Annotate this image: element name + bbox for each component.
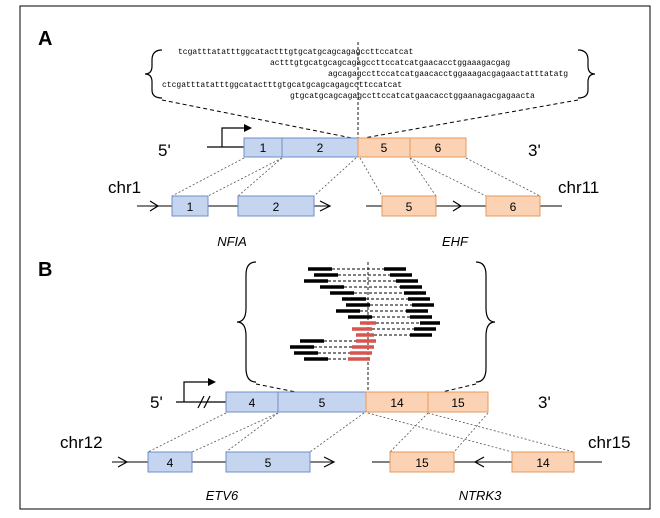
strand-arrow (323, 456, 336, 468)
panel-b-label: B (38, 259, 52, 281)
strand-arrow (319, 200, 332, 212)
exon-label: 2 (273, 200, 280, 214)
sequence-read: tcgatttatatttggcatactttgtgcatgcagcagagcc… (178, 48, 413, 57)
mapping-line-a (465, 157, 541, 197)
sequence-read: ctcgatttatatttggcatactttgtgcatgcagcagagc… (162, 81, 402, 90)
chr-label-left-a: chr1 (108, 178, 141, 197)
mapping-line-b (427, 412, 575, 453)
brace-left-a (144, 49, 163, 99)
gene-exon-ehf-6 (485, 195, 541, 217)
paired-reads (290, 267, 440, 361)
exon-label: 5 (319, 396, 326, 410)
exon-label: 5 (265, 456, 272, 470)
gene-exon-etv6-4 (147, 451, 193, 473)
exon-label: 15 (451, 396, 465, 410)
strand-arrow (452, 200, 463, 212)
funnel-line-a (161, 99, 353, 139)
exon-label: 15 (415, 456, 429, 470)
brace-left-b (236, 261, 257, 383)
gene-exon-etv6-5 (225, 451, 311, 473)
gene-name-ntrk3: NTRK3 (459, 488, 502, 503)
five-prime-label: 5' (150, 393, 163, 412)
gene-exon-nfia-1 (171, 195, 209, 217)
chr-label-right-a: chr11 (558, 178, 599, 197)
fusion-exon-ntrk3-15 (427, 391, 489, 413)
brace-right-b (475, 261, 496, 383)
exon-label: 5 (406, 200, 413, 214)
three-prime-label: 3' (528, 141, 541, 160)
exon-label: 6 (510, 200, 517, 214)
exon-label: 5 (381, 141, 388, 155)
panel-a-label: A (38, 28, 52, 50)
gene-exon-ntrk3-14 (511, 451, 575, 473)
chr-label-right-b: chr15 (588, 433, 631, 452)
mapping-line-b (389, 412, 429, 453)
exon-label: 14 (390, 396, 404, 410)
exon-label: 6 (435, 141, 442, 155)
gene-exon-nfia-2 (237, 195, 315, 217)
mapping-line-a (359, 157, 383, 197)
mapping-line-b (367, 412, 513, 453)
exon-label: 14 (536, 456, 550, 470)
exon-label: 2 (317, 141, 324, 155)
gene-name-ehf: EHF (442, 234, 469, 249)
chr-label-left-b: chr12 (60, 433, 103, 452)
gene-name-etv6: ETV6 (206, 488, 239, 503)
gene-exon-ehf-5 (381, 195, 437, 217)
mapping-line-b (309, 412, 365, 453)
mapping-line-b (225, 412, 279, 453)
exon-label: 4 (167, 456, 174, 470)
strand-arrow (117, 456, 129, 468)
sequence-read: gtgcatgcagcagagccttccatcatgaacacctggaana… (290, 92, 535, 101)
tss-arrowhead-b (208, 378, 216, 386)
strand-arrow (473, 456, 485, 468)
mapping-line-b (147, 412, 227, 453)
gene-name-nfia: NFIA (217, 234, 247, 249)
mapping-line-b (453, 412, 489, 453)
three-prime-label: 3' (538, 393, 551, 412)
sequence-read: agcagagccttccatcatgaacacctggaaagacgagaac… (328, 70, 568, 79)
mapping-line-a (313, 157, 357, 197)
mapping-line-a (171, 157, 245, 197)
exon-label: 1 (187, 200, 194, 214)
gene-exon-ntrk3-15 (389, 451, 455, 473)
funnel-line-a (363, 99, 579, 139)
brace-right-a (577, 49, 596, 99)
mapping-line-a (237, 157, 283, 197)
fusion-exon-ehf-6 (409, 137, 467, 158)
strand-arrow (149, 200, 160, 212)
sequence-read: actttgtgcatgcagcagagccttccatcatgaacacctg… (270, 59, 510, 68)
mapping-line-a (207, 157, 283, 197)
figure-border (19, 5, 651, 510)
exon-label: 4 (249, 396, 256, 410)
exon-label: 1 (260, 141, 267, 155)
tss-arrowhead-a (244, 124, 252, 132)
funnel-line-b (441, 383, 477, 393)
five-prime-label: 5' (158, 141, 171, 160)
break-mark (197, 395, 211, 409)
tss-arrow-a (207, 127, 250, 148)
tss-arrow-b (183, 381, 212, 402)
